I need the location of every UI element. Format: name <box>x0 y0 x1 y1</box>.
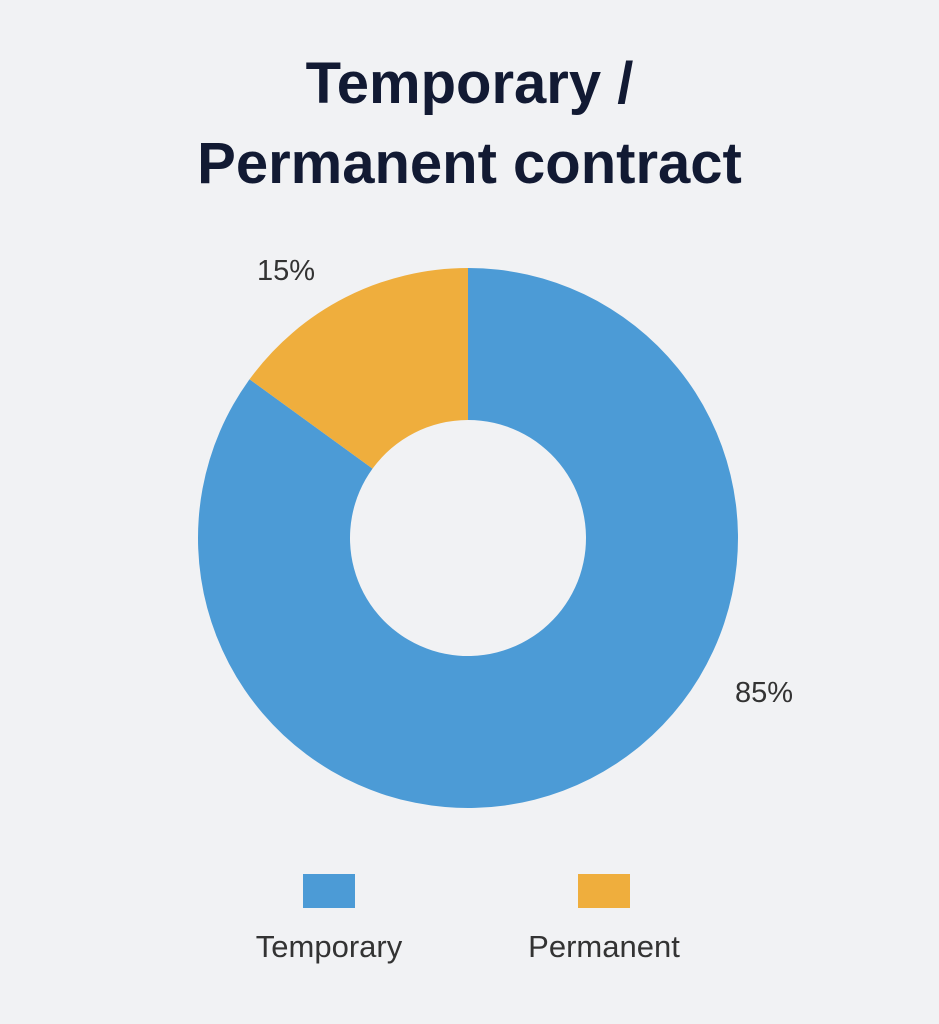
chart-title-line-1: Temporary / <box>305 51 634 116</box>
chart-title-line-2: Permanent contract <box>197 131 742 196</box>
chart-title: Temporary / Permanent contract <box>0 44 939 204</box>
donut-slice-permanent <box>249 268 468 469</box>
data-label-permanent: 15% <box>257 255 315 287</box>
data-label-temporary: 85% <box>735 677 793 709</box>
legend-swatch-temporary <box>303 874 355 908</box>
legend-label-permanent: Permanent <box>528 929 680 964</box>
donut-slice-temporary <box>198 268 739 808</box>
legend-swatch-permanent <box>578 874 630 908</box>
legend-label-temporary: Temporary <box>255 929 403 964</box>
